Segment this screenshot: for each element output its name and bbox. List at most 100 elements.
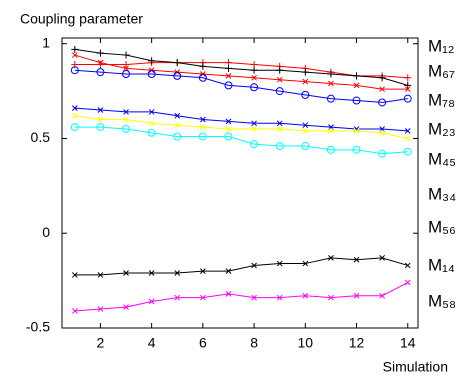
series-line xyxy=(74,54,408,90)
marker xyxy=(71,308,78,314)
marker xyxy=(174,294,181,301)
marker xyxy=(328,294,334,301)
marker xyxy=(276,260,283,267)
series-label: M₆₇ xyxy=(428,61,455,80)
series-label: M₅₈ xyxy=(428,291,456,310)
series-label: M₁₂ xyxy=(428,36,455,55)
y-tick-label: 0 xyxy=(42,224,50,240)
marker xyxy=(251,262,257,269)
marker xyxy=(301,68,309,76)
x-tick-label: 12 xyxy=(349,335,365,351)
plot-frame xyxy=(61,37,419,329)
marker xyxy=(148,298,155,305)
marker xyxy=(301,90,310,99)
marker xyxy=(147,70,156,79)
marker xyxy=(379,292,385,299)
x-tick-label: 6 xyxy=(199,335,207,351)
marker xyxy=(328,255,334,261)
series-label: M₇₈ xyxy=(428,90,455,109)
x-tick-label: 8 xyxy=(250,335,258,351)
marker xyxy=(173,132,182,141)
x-tick-label: 10 xyxy=(298,335,314,351)
marker xyxy=(403,94,412,103)
marker xyxy=(404,128,411,134)
marker xyxy=(225,126,232,132)
marker xyxy=(148,120,155,127)
marker xyxy=(96,123,105,132)
marker xyxy=(198,73,207,82)
marker xyxy=(276,294,283,301)
marker xyxy=(97,59,104,66)
series-line xyxy=(74,69,408,103)
series-line xyxy=(74,107,408,132)
marker xyxy=(302,128,309,134)
marker xyxy=(328,128,334,134)
y-tick-label: 0.5 xyxy=(31,129,51,145)
marker xyxy=(200,116,206,123)
marker xyxy=(123,65,129,72)
marker xyxy=(70,123,79,132)
marker xyxy=(97,306,104,312)
marker xyxy=(353,292,360,299)
marker xyxy=(404,279,411,286)
marker xyxy=(122,61,130,69)
marker xyxy=(404,262,411,269)
series-label: M₅₆ xyxy=(428,217,456,236)
marker xyxy=(250,83,259,92)
marker xyxy=(123,304,129,311)
marker xyxy=(122,70,131,79)
marker xyxy=(326,94,335,103)
marker xyxy=(225,73,232,79)
marker xyxy=(353,128,360,134)
x-tick-label: 14 xyxy=(400,335,416,351)
y-tick-label: -0.5 xyxy=(26,319,50,335)
marker xyxy=(147,128,156,137)
marker xyxy=(379,129,385,136)
marker xyxy=(302,122,309,129)
marker xyxy=(200,294,206,301)
marker xyxy=(71,52,78,58)
marker xyxy=(96,49,104,57)
marker xyxy=(224,81,233,90)
marker xyxy=(148,109,155,115)
marker xyxy=(251,126,257,132)
marker xyxy=(224,64,232,72)
marker xyxy=(404,135,411,142)
marker xyxy=(276,120,283,127)
marker xyxy=(148,57,156,65)
marker xyxy=(122,124,131,133)
marker xyxy=(302,78,309,85)
chart-title: Coupling parameter xyxy=(20,11,143,27)
marker xyxy=(198,132,207,141)
marker xyxy=(122,51,130,59)
series-line xyxy=(74,257,408,276)
marker xyxy=(173,71,182,80)
marker xyxy=(96,68,105,77)
marker xyxy=(353,256,360,263)
marker xyxy=(328,80,334,87)
marker xyxy=(97,116,104,123)
series-label: M₄₅ xyxy=(428,149,456,168)
marker xyxy=(123,270,129,276)
marker xyxy=(302,260,309,267)
marker xyxy=(275,87,284,96)
marker xyxy=(378,74,386,82)
marker xyxy=(199,62,207,70)
marker xyxy=(404,74,412,82)
marker xyxy=(97,272,104,278)
marker xyxy=(275,142,284,151)
series-label: M₂₃ xyxy=(428,119,456,138)
marker xyxy=(250,66,258,74)
marker xyxy=(378,149,387,158)
series-line xyxy=(74,48,408,86)
marker xyxy=(327,70,335,78)
marker xyxy=(276,66,284,74)
marker xyxy=(200,268,206,274)
series-line xyxy=(74,282,408,312)
x-axis-label: Simulation xyxy=(383,359,448,375)
series-label: M₃₄ xyxy=(428,184,456,203)
marker xyxy=(404,81,412,89)
marker xyxy=(225,291,232,297)
marker xyxy=(251,74,257,81)
marker xyxy=(224,132,233,141)
